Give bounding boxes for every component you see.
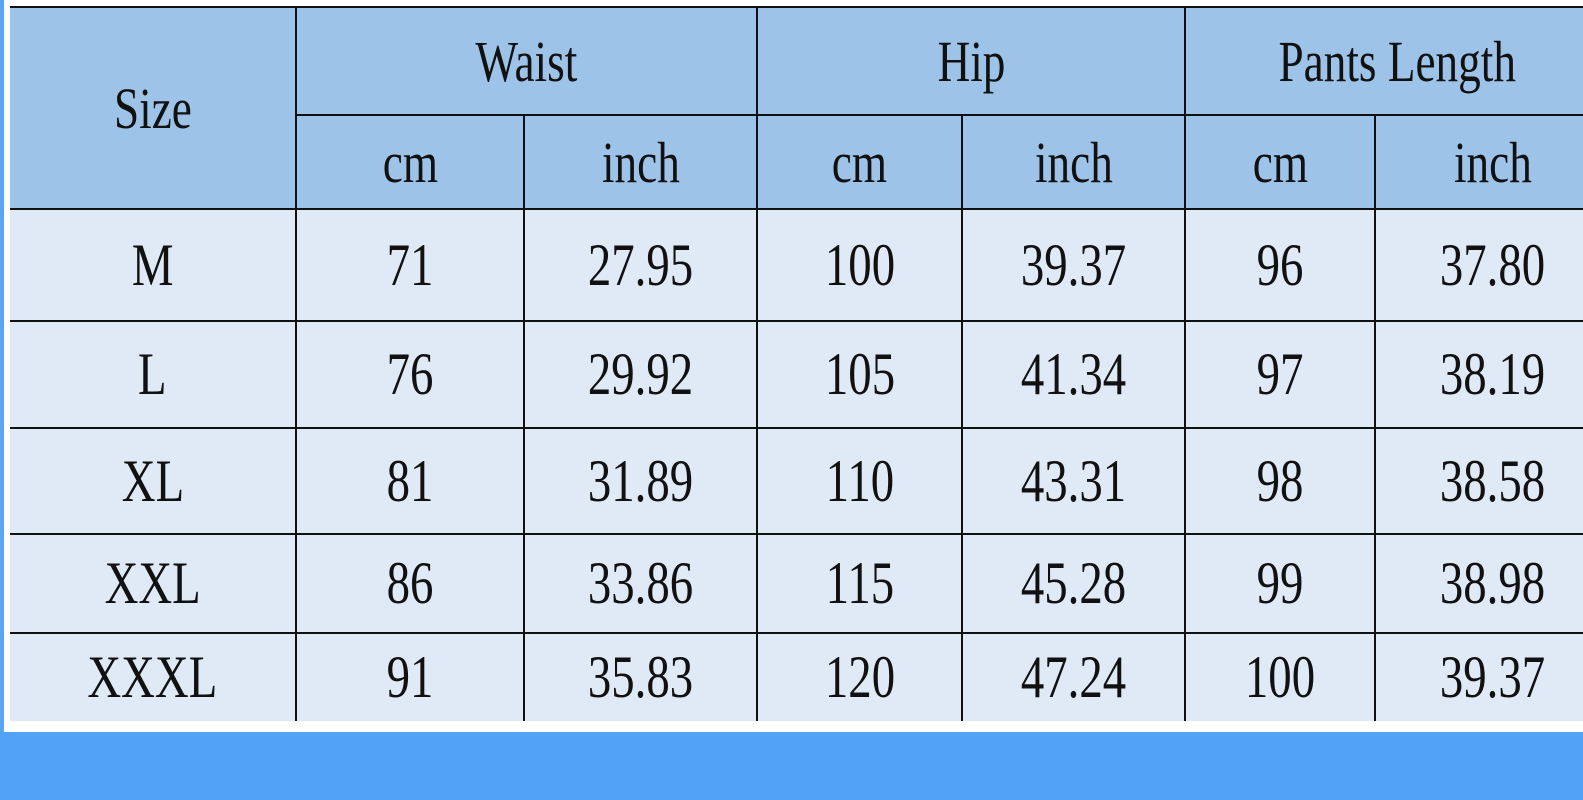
value-cell: 37.80 [1373,208,1583,322]
header-size: Size [10,6,297,210]
value-cell: 39.37 [1373,632,1583,721]
table-row: XXL 86 33.86 115 45.28 99 38.98 [10,533,1583,634]
value-cell: 86 [295,533,525,634]
size-cell: L [10,320,297,429]
unit-header: cm [756,114,963,210]
value-cell: 98 [1184,427,1376,535]
value-cell: 110 [756,427,963,535]
value-cell: 81 [295,427,525,535]
left-border-strip [0,0,4,800]
value-cell: 71 [295,208,525,322]
unit-header: cm [296,114,525,210]
header-pants-length: Pants Length [1183,6,1583,116]
table-row: L 76 29.92 105 41.34 97 38.19 [10,320,1583,429]
value-cell: 105 [756,320,963,429]
value-cell: 45.28 [961,533,1186,634]
value-cell: 27.95 [523,208,758,322]
value-cell: 97 [1184,320,1376,429]
size-cell: XXL [10,533,297,634]
unit-header: inch [1373,114,1583,210]
value-cell: 43.31 [961,427,1186,535]
value-cell: 31.89 [523,427,758,535]
value-cell: 38.19 [1373,320,1583,429]
value-cell: 96 [1184,208,1376,322]
table-row: XL 81 31.89 110 43.31 98 38.58 [10,427,1583,535]
value-cell: 38.58 [1373,427,1583,535]
value-cell: 47.24 [961,632,1186,721]
value-cell: 99 [1184,533,1376,634]
table-row: M 71 27.95 100 39.37 96 37.80 [10,208,1583,322]
size-cell: M [10,208,297,322]
value-cell: 120 [756,632,963,721]
value-cell: 91 [295,632,525,721]
header-hip: Hip [756,6,1186,116]
size-chart-table: Size Waist Hip Pants Length cm inch cm inch… [10,6,1583,721]
size-cell: XL [10,427,297,535]
unit-header: inch [961,114,1186,210]
unit-header: cm [1184,114,1376,210]
size-cell: XXXL [10,632,297,721]
value-cell: 35.83 [523,632,758,721]
value-cell: 38.98 [1373,533,1583,634]
value-cell: 100 [756,208,963,322]
value-cell: 39.37 [961,208,1186,322]
header-waist: Waist [295,6,758,116]
value-cell: 41.34 [961,320,1186,429]
table-row: XXXL 91 35.83 120 47.24 100 39.37 [10,632,1583,721]
value-cell: 29.92 [523,320,758,429]
bottom-blue-band [0,732,1583,800]
value-cell: 115 [756,533,963,634]
unit-header: inch [523,114,758,210]
value-cell: 76 [295,320,525,429]
value-cell: 33.86 [523,533,758,634]
value-cell: 100 [1184,632,1376,721]
